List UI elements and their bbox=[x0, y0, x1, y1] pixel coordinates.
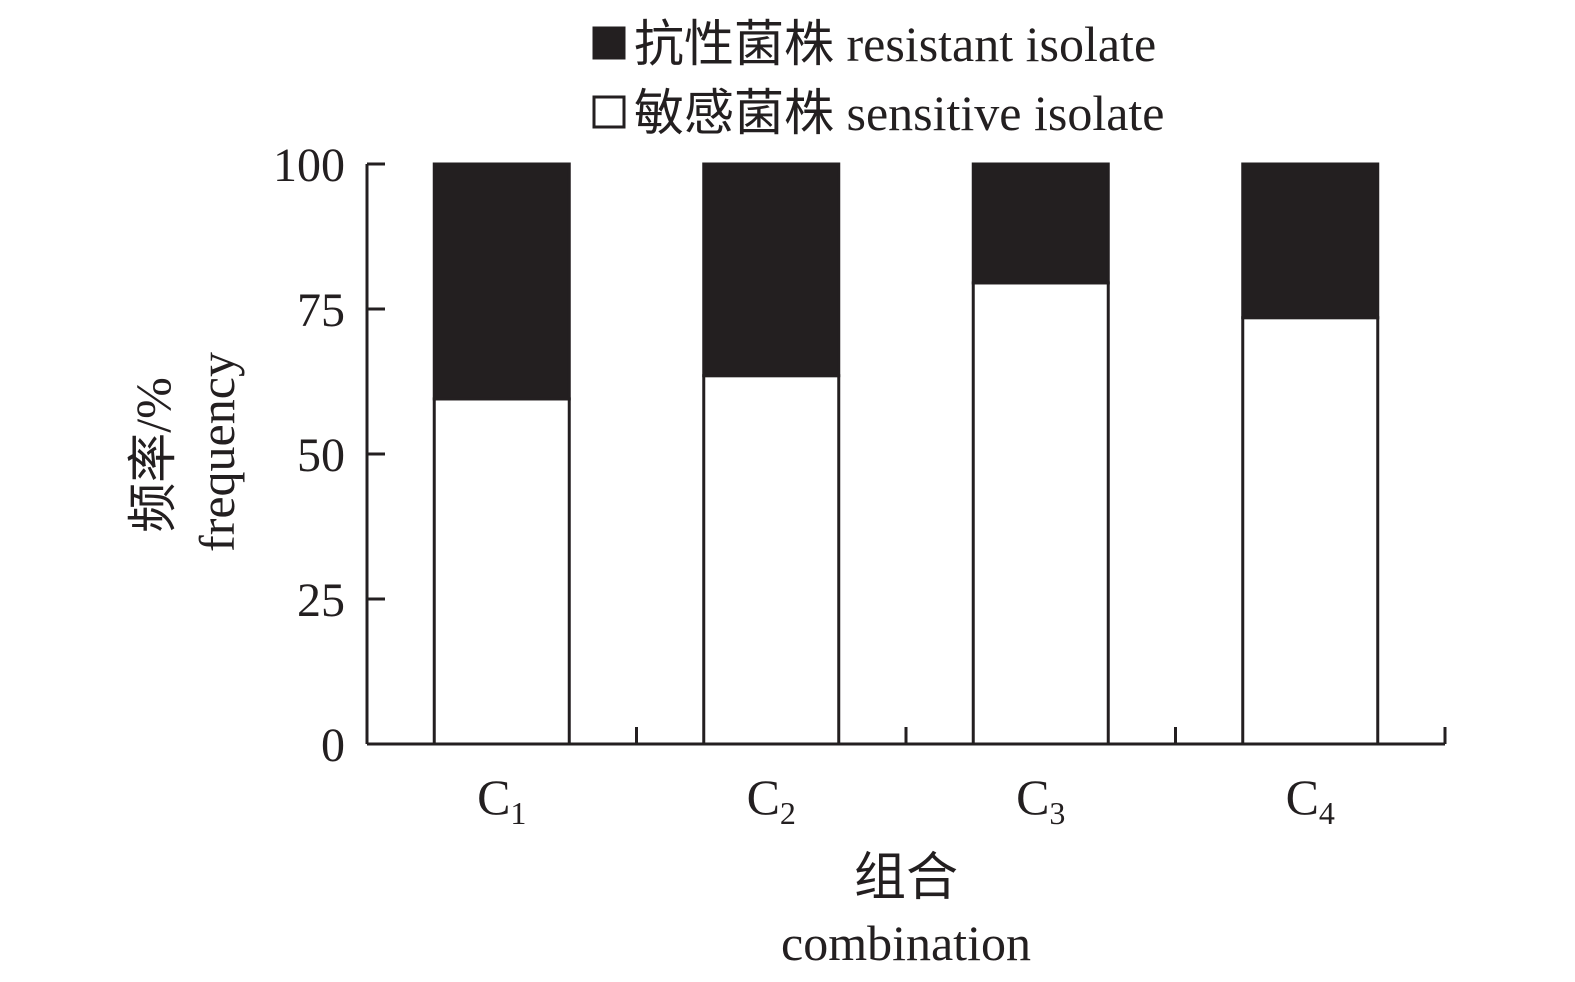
x-axis-title: 组合 combination bbox=[781, 850, 1031, 971]
legend-swatch-resistant bbox=[592, 26, 626, 60]
legend-label-sensitive: 敏感菌株 sensitive isolate bbox=[634, 85, 1165, 141]
sensitive-bar-c2 bbox=[702, 374, 841, 746]
sensitive-bar-c4 bbox=[1241, 316, 1380, 746]
y-tick-label: 100 bbox=[273, 139, 345, 192]
resistant-bar-c2 bbox=[702, 162, 841, 378]
sensitive-bar-c1 bbox=[432, 397, 571, 746]
y-tick-label: 0 bbox=[321, 719, 345, 772]
bars bbox=[432, 162, 1380, 746]
x-tick-label-c4: C4 bbox=[1286, 769, 1335, 831]
y-tick-label: 25 bbox=[297, 574, 345, 627]
sensitive-bar-c3 bbox=[971, 281, 1110, 746]
resistant-bar-c1 bbox=[432, 162, 571, 401]
legend-swatch-sensitive bbox=[592, 95, 626, 129]
x-axis-title-cn: 组合 bbox=[854, 850, 958, 907]
x-axis-title-en: combination bbox=[781, 915, 1031, 971]
x-tick-label-c3: C3 bbox=[1016, 769, 1065, 831]
resistant-bar-c4 bbox=[1241, 162, 1380, 320]
legend-label-resistant: 抗性菌株 resistant isolate bbox=[634, 16, 1156, 72]
y-axis-title: 频率/% frequency bbox=[125, 352, 245, 552]
x-tick-label-c1: C1 bbox=[477, 769, 526, 831]
y-tick-label: 50 bbox=[297, 429, 345, 482]
x-tick-label-c2: C2 bbox=[747, 769, 796, 831]
axes: 0 25 50 75 100 C1 C2 C3 C4 bbox=[273, 139, 1447, 831]
legend: 抗性菌株 resistant isolate 敏感菌株 sensitive iso… bbox=[592, 16, 1165, 141]
resistant-bar-c3 bbox=[971, 162, 1110, 285]
y-tick-label: 75 bbox=[297, 284, 345, 337]
y-axis-title-cn: 频率/% bbox=[125, 377, 181, 533]
y-axis-title-en: frequency bbox=[189, 352, 245, 552]
